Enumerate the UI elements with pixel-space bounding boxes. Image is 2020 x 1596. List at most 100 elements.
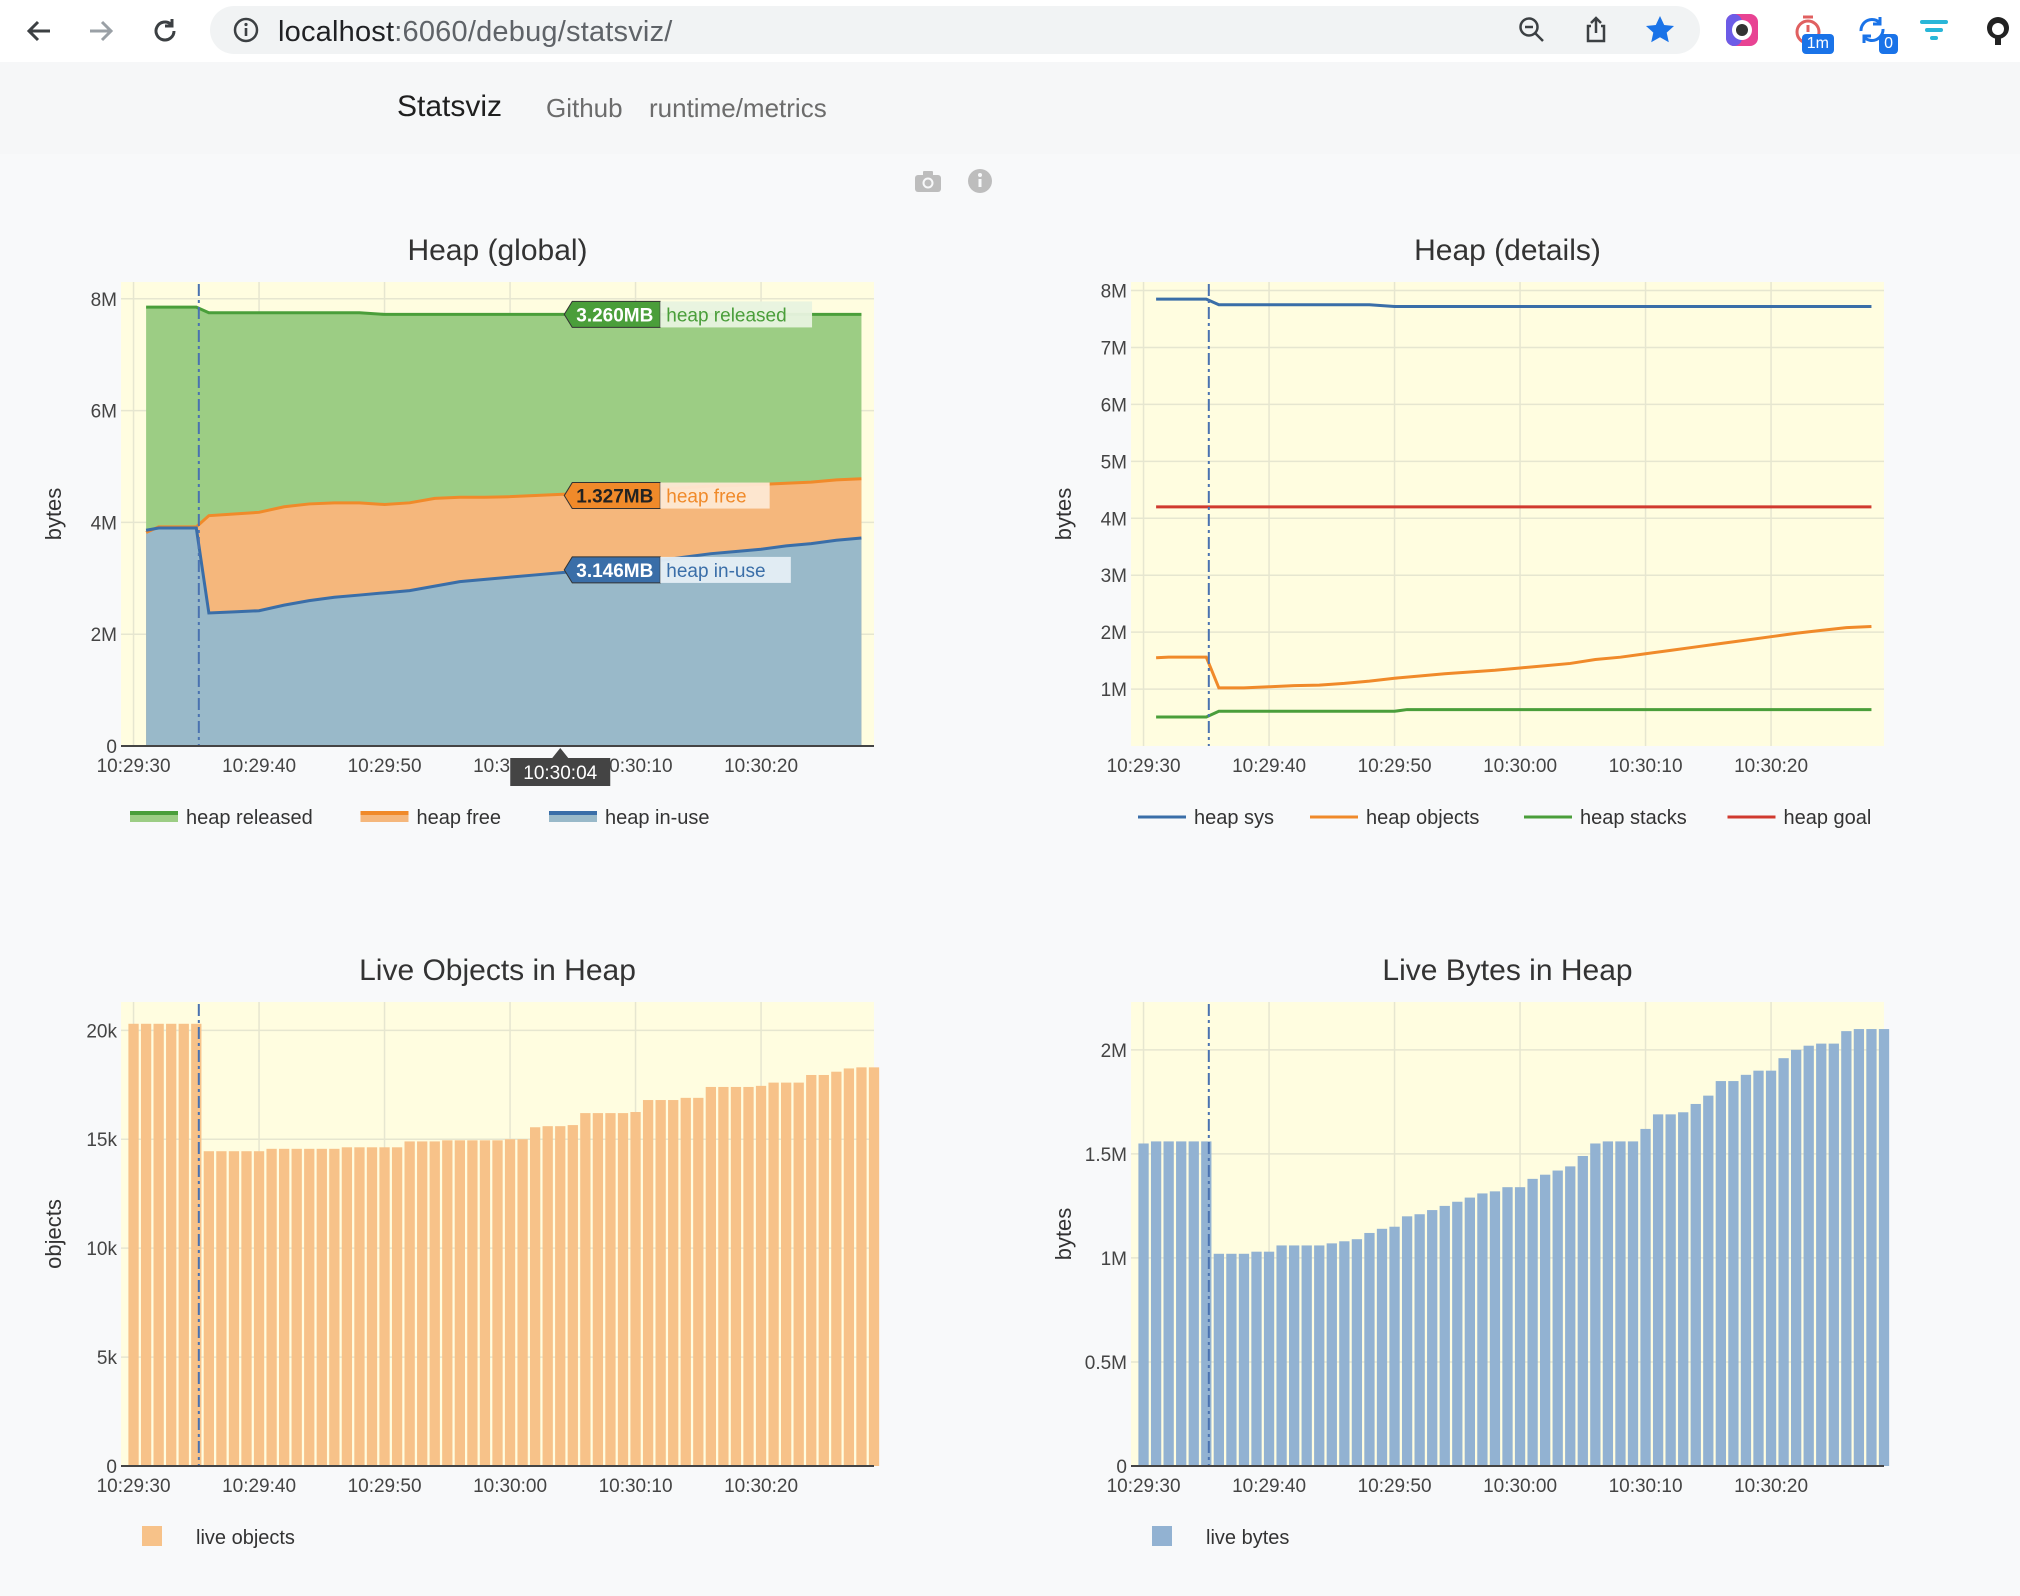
x-tick-label: 10:30:00 (1483, 756, 1557, 777)
chart-title: Heap (global) (407, 234, 587, 267)
reload-icon[interactable] (142, 8, 188, 54)
filter-extension-icon[interactable] (1912, 8, 1956, 52)
bar (1414, 1214, 1425, 1466)
bar (617, 1113, 629, 1466)
bar (755, 1085, 767, 1466)
legend-item: live objects (142, 1526, 295, 1549)
y-tick-label: 6M (1101, 395, 1127, 416)
x-tick-label: 10:30:20 (724, 756, 798, 777)
bar (1527, 1178, 1538, 1466)
bar (630, 1112, 641, 1466)
bar (329, 1148, 340, 1466)
bar (567, 1125, 578, 1466)
bar (1226, 1253, 1237, 1466)
bar (1251, 1251, 1262, 1466)
info-icon[interactable] (965, 166, 995, 196)
x-tick-label: 10:29:50 (1358, 756, 1432, 777)
bar (743, 1086, 754, 1466)
y-tick-label: 3M (1101, 566, 1127, 587)
bar (1276, 1245, 1287, 1466)
x-tick-label: 10:29:30 (1107, 1476, 1181, 1497)
nav-link-runtime-metrics[interactable]: runtime/metrics (649, 93, 827, 123)
y-tick-label: 4M (1101, 509, 1127, 530)
bar (253, 1151, 265, 1466)
bar (1715, 1081, 1726, 1466)
bar (1502, 1187, 1513, 1466)
share-icon[interactable] (1578, 12, 1614, 48)
hover-series-name: heap released (666, 305, 786, 326)
bar (391, 1147, 403, 1466)
bar (1753, 1070, 1764, 1466)
legend-item: heap stacks (1524, 807, 1687, 829)
y-tick-label: 8M (1101, 282, 1127, 303)
bar (555, 1126, 566, 1466)
line-heap-sys (1156, 297, 1872, 308)
bar (216, 1151, 227, 1466)
bar (454, 1140, 465, 1466)
legend-label: live bytes (1206, 1527, 1289, 1549)
bar (1665, 1114, 1676, 1466)
timer-extension-icon[interactable]: 1m (1786, 8, 1834, 54)
y-tick-label: 0 (106, 737, 117, 758)
bar (1452, 1201, 1463, 1466)
y-tick-label: 0 (106, 1457, 117, 1478)
bar (693, 1097, 704, 1466)
heap-details-chart[interactable]: Heap (details) 1M 2M 3M 4M 5M 6M 7M 8M 10:29:30 10… (1010, 220, 2020, 860)
live-bytes-chart[interactable]: Live Bytes in Heap 0 0.5M 1M 1.5M 2M 10:29:30 1… (1010, 940, 2020, 1580)
bar (1150, 1141, 1162, 1466)
legend-label: heap stacks (1580, 807, 1687, 829)
bar (1289, 1245, 1300, 1466)
url-text[interactable]: localhost:6060/debug/statsviz/ (278, 16, 673, 48)
legend-label: heap in-use (605, 807, 710, 829)
y-axis-label: bytes (1051, 488, 1076, 541)
bar (1351, 1239, 1363, 1466)
bar (228, 1151, 240, 1466)
y-tick-label: 4M (91, 513, 117, 534)
x-tick-label: 10:29:40 (222, 756, 296, 777)
bar (417, 1141, 428, 1466)
back-arrow-icon[interactable] (16, 8, 62, 54)
brand-title[interactable]: Statsviz (397, 90, 503, 123)
legend-label: heap objects (1366, 807, 1479, 829)
y-tick-label: 0.5M (1085, 1353, 1127, 1374)
sync-extension-icon[interactable]: 0 (1850, 8, 1898, 54)
bar (793, 1082, 804, 1466)
bar (203, 1151, 214, 1466)
bar (1627, 1141, 1639, 1466)
github-extension-icon[interactable] (1976, 8, 2020, 52)
bar (1828, 1043, 1839, 1466)
bar (1565, 1166, 1576, 1466)
x-tick-label: 10:29:50 (348, 756, 422, 777)
bar (1866, 1029, 1877, 1466)
bar (843, 1068, 855, 1466)
hover-label: 3.146MB heap in-use (563, 556, 791, 584)
bar (341, 1147, 353, 1466)
x-tick-label: 10:30:00 (473, 1476, 547, 1497)
bar (1427, 1210, 1438, 1466)
bar (304, 1148, 315, 1466)
heap-global-chart[interactable]: Heap (global) 0 2M 4M 6M 8M 10:29:30 10:29:40 10… (0, 220, 1010, 860)
bar (429, 1141, 440, 1466)
bookmark-star-icon[interactable] (1642, 12, 1678, 48)
zoom-icon[interactable] (1514, 12, 1550, 48)
x-tick-label: 10:29:30 (97, 756, 171, 777)
bar (1740, 1074, 1752, 1466)
hover-name-box (660, 482, 770, 509)
color-picker-extension-icon[interactable] (1720, 8, 1764, 52)
live-objects-chart[interactable]: Live Objects in Heap 0 5k 10k 15k 20k 10:29:30… (0, 940, 1010, 1580)
y-tick-label: 6M (91, 402, 117, 423)
bar (517, 1139, 528, 1466)
bar (241, 1151, 252, 1466)
camera-icon[interactable] (913, 166, 943, 196)
address-bar[interactable]: localhost:6060/debug/statsviz/ (210, 6, 1700, 54)
line-heap-in-use (145, 526, 862, 615)
x-tick-label: 10:30:10 (599, 1476, 673, 1497)
bar (1176, 1141, 1187, 1466)
site-info-icon[interactable] (228, 12, 264, 48)
nav-link-github[interactable]: Github (546, 93, 623, 123)
x-tick-label: 10:29:40 (1232, 756, 1306, 777)
x-tick-label: 10:29:40 (222, 1476, 296, 1497)
bar (279, 1148, 290, 1466)
bar (1816, 1043, 1827, 1466)
forward-arrow-icon[interactable] (78, 8, 124, 54)
